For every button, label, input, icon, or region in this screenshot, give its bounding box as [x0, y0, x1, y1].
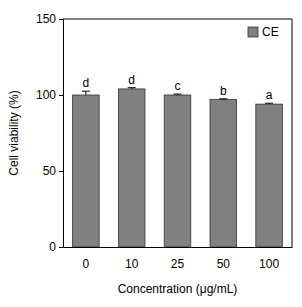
tick-label: 100	[36, 88, 56, 102]
axis-line	[64, 247, 293, 248]
annotation: c	[175, 79, 181, 93]
bar	[73, 95, 100, 247]
bar	[118, 89, 145, 247]
tick-label: 25	[171, 257, 185, 271]
tick-label: 50	[43, 164, 57, 178]
bar	[210, 100, 237, 247]
error-cap	[219, 98, 227, 99]
error-bar	[265, 103, 273, 105]
error-cap	[82, 91, 90, 92]
y-axis-title: Cell viability (%)	[7, 90, 21, 175]
legend-label: CE	[262, 25, 279, 39]
chart: d d c b a 0 50 100 150 0 10 25 50 100 CE Concentration …	[0, 0, 302, 307]
bar	[256, 104, 283, 247]
tick: 150	[36, 12, 63, 26]
annotation: d	[128, 73, 135, 87]
x-axis-title: Concentration (μg/mL)	[118, 282, 238, 296]
tick-label: 100	[259, 257, 279, 271]
error-bar	[82, 91, 90, 95]
tick: 10	[125, 247, 139, 271]
tick-label: 50	[217, 257, 231, 271]
error-bar	[219, 98, 227, 100]
tick-label: 150	[36, 12, 56, 26]
legend: CE	[248, 25, 279, 39]
tick-label: 10	[125, 257, 139, 271]
tick: 0	[83, 247, 90, 271]
tick-mark	[59, 95, 63, 96]
tick-mark	[59, 247, 63, 248]
annotations: d d c b a	[83, 73, 273, 103]
tick: 25	[171, 247, 185, 271]
tick-mark	[59, 171, 63, 172]
error-cap	[174, 94, 182, 95]
error-cap	[128, 87, 136, 88]
bars	[73, 88, 283, 247]
bar	[164, 95, 191, 247]
tick: 100	[259, 247, 279, 271]
annotation: b	[220, 84, 227, 98]
error-bar	[128, 88, 136, 89]
tick-mark	[59, 19, 63, 20]
tick: 50	[43, 164, 63, 178]
tick-label: 0	[49, 240, 56, 254]
x-axis: 0 10 25 50 100	[64, 247, 293, 271]
plot: d d c b a 0 50 100 150 0 10 25 50 100 CE	[36, 12, 293, 271]
frame	[63, 19, 292, 20]
y-axis: 0 50 100 150	[36, 12, 64, 254]
tick-label: 0	[83, 257, 90, 271]
axis-line	[59, 20, 64, 248]
annotation: a	[266, 88, 273, 102]
error-cap	[265, 103, 273, 104]
tick: 50	[217, 247, 231, 271]
tick: 0	[49, 240, 63, 254]
error-stem	[85, 91, 86, 95]
legend-swatch	[248, 27, 258, 37]
annotation: d	[83, 76, 90, 90]
frame	[292, 19, 293, 247]
tick: 100	[36, 88, 63, 102]
error-bar	[174, 94, 182, 96]
